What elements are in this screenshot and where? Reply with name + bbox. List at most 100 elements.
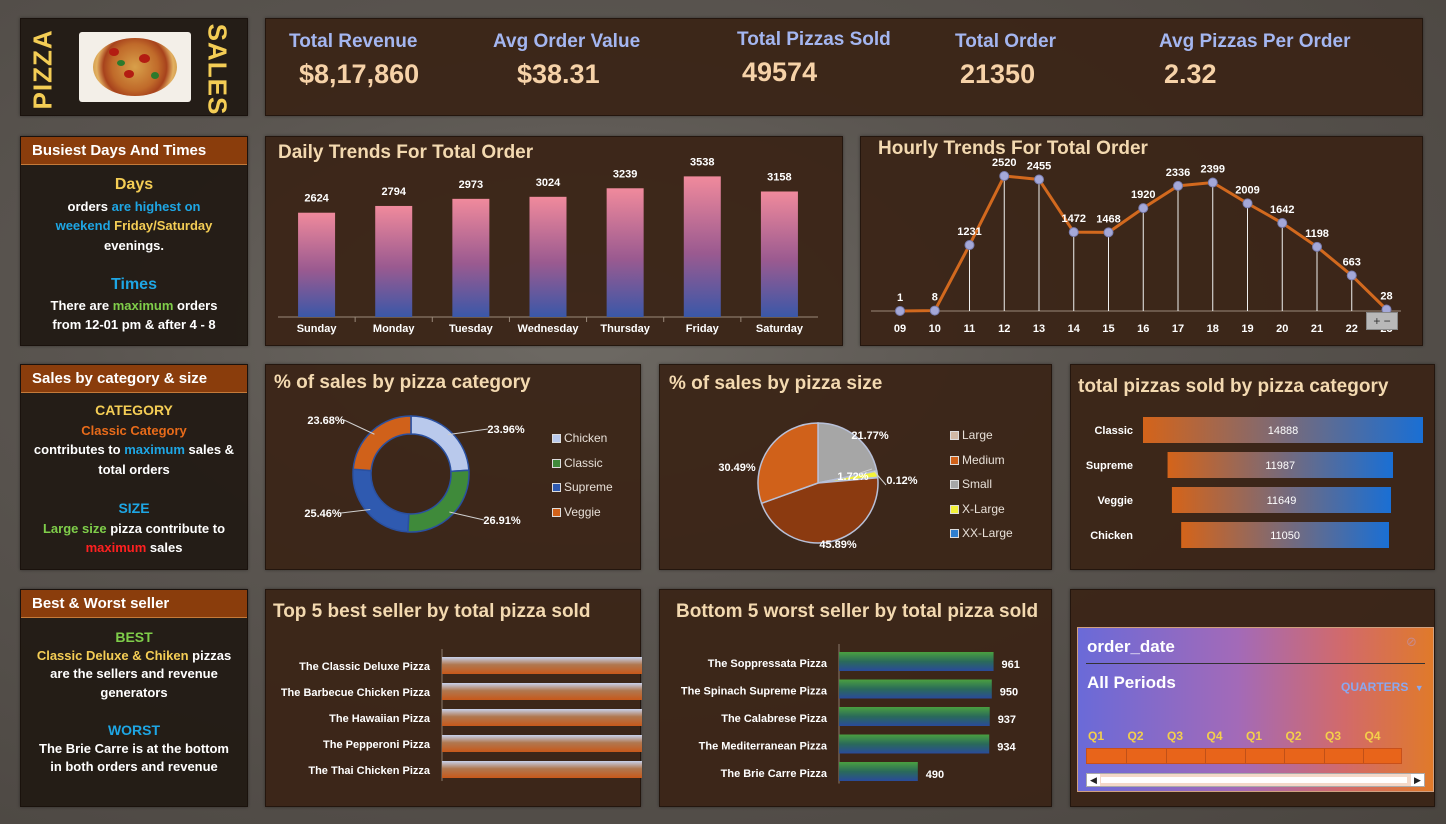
data-label: 2336: [1166, 167, 1190, 179]
pie-slice: [817, 422, 878, 484]
quarter-label[interactable]: Q4: [1364, 729, 1381, 743]
quarter-label[interactable]: Q2: [1285, 729, 1302, 743]
tick-label: The Calabrese Pizza: [721, 713, 828, 725]
legend-item: Supreme: [552, 480, 613, 494]
tick-label: The Spinach Supreme Pizza: [681, 686, 828, 698]
legend-label: Medium: [962, 452, 1005, 467]
top5-title: Top 5 best seller by total pizza sold: [273, 601, 591, 622]
kpi-total-pizzas-sold: Total Pizzas Sold 49574: [737, 29, 891, 88]
bar: [1171, 487, 1391, 513]
legend-swatch: [950, 455, 959, 465]
data-label: 961: [1002, 659, 1020, 671]
clear-filter-icon[interactable]: ⊘: [1406, 634, 1417, 649]
tick-label: 12: [998, 323, 1010, 335]
bar: [529, 196, 567, 317]
quarter-label[interactable]: Q1: [1088, 729, 1105, 743]
category-qty-title: total pizzas sold by pizza category: [1078, 376, 1389, 397]
slicer-timeline-bar[interactable]: [1086, 748, 1402, 764]
scroll-left-icon[interactable]: ◀: [1087, 774, 1100, 786]
tick-label: Monday: [373, 323, 415, 335]
category-text: sales &: [188, 442, 235, 457]
kpi-label: Total Revenue: [289, 31, 418, 52]
busiest-header: Busiest Days And Times: [21, 137, 247, 165]
legend-label: Supreme: [564, 480, 613, 494]
times-text: maximum: [112, 297, 174, 313]
data-label: 11050: [1270, 530, 1300, 542]
legend-label: XX-Large: [962, 526, 1013, 540]
kpi-label: Avg Pizzas Per Order: [1159, 31, 1351, 52]
donut-slice: [410, 415, 470, 473]
tick-label: Wednesday: [518, 323, 580, 335]
data-label: 45.89%: [819, 539, 857, 551]
data-label: 1231: [957, 226, 981, 238]
bar: [442, 761, 642, 778]
days-text: weekend: [55, 218, 111, 233]
legend-label: Large: [962, 428, 993, 442]
quarter-label[interactable]: Q3: [1325, 729, 1342, 743]
data-label: 937: [998, 714, 1016, 726]
data-point: [929, 305, 940, 316]
legend-item: Classic: [552, 456, 603, 470]
best-worst-panel: Best & Worst seller BEST Classic Deluxe …: [20, 589, 248, 807]
size-text: Large size: [42, 520, 107, 536]
tick-label: Tuesday: [449, 323, 494, 335]
tick-label: The Barbecue Chicken Pizza: [281, 687, 431, 699]
scroll-right-icon[interactable]: ▶: [1411, 774, 1424, 786]
quarter-label[interactable]: Q1: [1246, 729, 1263, 743]
tick-label: 09: [894, 323, 906, 335]
time-level-label: QUARTERS: [1341, 680, 1409, 694]
tick-label: Saturday: [756, 323, 804, 335]
pie-slice: [757, 422, 819, 505]
tick-label: 21: [1311, 323, 1323, 335]
bar: [452, 198, 490, 317]
data-label: 2794: [381, 186, 406, 198]
donut-slice: [352, 415, 412, 472]
legend-label: Classic: [564, 455, 603, 470]
legend-swatch: [552, 483, 561, 492]
time-level-dropdown[interactable]: QUARTERS ▼: [1341, 680, 1424, 694]
days-text: evenings.: [104, 237, 164, 253]
best-worst-body: BEST Classic Deluxe & Chiken pizzas are …: [21, 628, 247, 777]
bar: [760, 191, 798, 317]
tick-label: 22: [1346, 323, 1358, 335]
tick-label: 19: [1241, 323, 1253, 335]
data-point: [1034, 174, 1044, 185]
category-text: Classic Category: [81, 422, 187, 438]
hourly-trends-panel: Hourly Trends For Total Order 1 09 8 10 1231…: [860, 136, 1423, 346]
quarter-label[interactable]: Q3: [1167, 729, 1184, 743]
quarter-label[interactable]: Q2: [1127, 729, 1144, 743]
bottom5-panel: Bottom 5 worst seller by total pizza sol…: [659, 589, 1052, 807]
times-text: There are: [50, 297, 110, 313]
data-label: 490: [926, 769, 944, 781]
quarter-label[interactable]: Q4: [1206, 729, 1223, 743]
slicer-scrollbar[interactable]: ◀ ▶: [1086, 773, 1425, 787]
scroll-thumb[interactable]: [1101, 777, 1407, 783]
bar: [839, 707, 990, 726]
bottom5-title: Bottom 5 worst seller by total pizza sol…: [676, 601, 1039, 622]
legend-item: XX-Large: [950, 526, 1013, 540]
logo-left-text: PIZZA: [27, 29, 58, 110]
kpi-total-revenue: Total Revenue $8,17,860: [289, 31, 419, 90]
category-pct-title: % of sales by pizza category: [274, 372, 531, 393]
category-size-body: CATEGORY Classic Category contributes to…: [21, 401, 247, 558]
category-donut-chart: 23.96% 26.91% 25.46% 23.68%: [304, 415, 525, 533]
days-title: Days: [114, 176, 154, 193]
kpi-label: Avg Order Value: [493, 31, 641, 52]
legend-label: X-Large: [962, 501, 1005, 516]
zoom-controls[interactable]: + −: [1366, 312, 1398, 330]
data-label: 3538: [690, 156, 714, 168]
tick-label: Friday: [686, 323, 720, 335]
data-label: 1920: [1131, 189, 1155, 201]
legend-item: Large: [950, 428, 993, 442]
data-point: [1346, 270, 1357, 281]
kpi-label: Total Order: [955, 31, 1056, 52]
kpi-total-order: Total Order 21350: [955, 31, 1056, 90]
kpi-avg-order-value: Avg Order Value $38.31: [493, 31, 640, 90]
bar: [442, 735, 642, 752]
tick-label: Supreme: [1086, 460, 1133, 472]
data-label: 663: [1343, 256, 1361, 268]
slicer-title: order_date: [1087, 637, 1175, 656]
category-text: maximum: [124, 442, 185, 457]
best-text: are the sellers and revenue: [50, 666, 218, 681]
legend-label: Chicken: [564, 431, 608, 445]
